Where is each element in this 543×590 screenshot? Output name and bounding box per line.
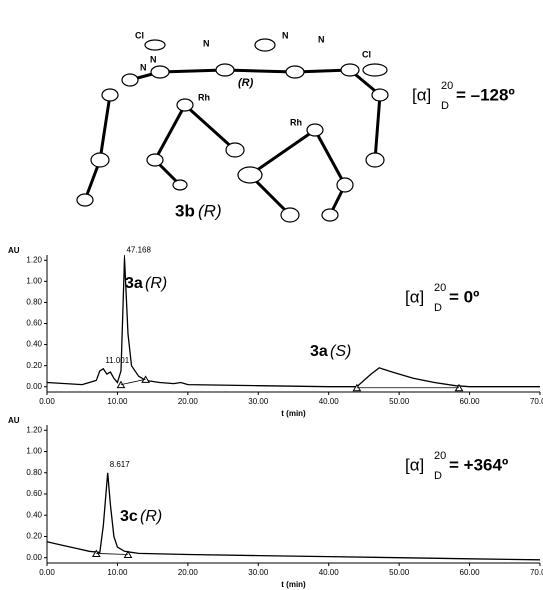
x-tick-label: 70.00 xyxy=(530,568,543,577)
y-axis-label: AU xyxy=(8,246,20,255)
y-tick-label: 0.00 xyxy=(26,553,42,562)
y-tick-label: 0.40 xyxy=(26,510,42,519)
rotation-symbol: [α] xyxy=(405,455,424,474)
y-tick-label: 0.40 xyxy=(26,340,42,349)
x-tick-label: 10.00 xyxy=(107,568,128,577)
x-tick-label: 20.00 xyxy=(178,397,199,406)
x-tick-label: 30.00 xyxy=(248,397,269,406)
atom-label: N xyxy=(318,34,325,44)
peak-config: (R) xyxy=(140,508,162,525)
rotation-symbol: [α] xyxy=(405,287,424,306)
rotation-value: = +364º xyxy=(449,455,508,474)
atom-label: Cl xyxy=(135,30,144,40)
y-axis-label: AU xyxy=(8,416,20,425)
rotation-value: = –128º xyxy=(456,85,515,104)
atom-label: N xyxy=(140,62,147,72)
y-tick-label: 1.00 xyxy=(26,447,42,456)
x-tick-label: 40.00 xyxy=(319,397,340,406)
x-tick-label: 0.00 xyxy=(39,568,55,577)
y-tick-label: 0.60 xyxy=(26,319,42,328)
rotation-symbol: [α] xyxy=(412,85,431,104)
x-axis-label: t (min) xyxy=(281,580,306,589)
figure: ClNNNNNClRhRh (R) 3b (R) [α] 20 D = –128… xyxy=(0,0,543,590)
x-tick-label: 50.00 xyxy=(389,568,410,577)
rotation-sub: D xyxy=(441,100,449,112)
atom-label: N xyxy=(150,54,157,64)
x-tick-label: 40.00 xyxy=(319,568,340,577)
peak-compound: 3a xyxy=(310,343,328,360)
atom-label: Rh xyxy=(290,117,302,127)
rotation-sub: D xyxy=(434,470,442,482)
y-tick-label: 1.20 xyxy=(26,255,42,264)
atom-label: Rh xyxy=(198,92,210,102)
peak-time-label: 8.617 xyxy=(110,460,131,469)
config-label: (R) xyxy=(198,201,222,220)
atom-label: N xyxy=(203,38,210,48)
y-tick-label: 0.00 xyxy=(26,382,42,391)
compound-label: 3b xyxy=(175,201,195,220)
y-tick-label: 1.00 xyxy=(26,276,42,285)
x-tick-label: 60.00 xyxy=(460,397,481,406)
atom-label: N xyxy=(282,30,289,40)
rotation-value: = 0º xyxy=(449,287,479,306)
chromatogram-trace xyxy=(47,258,540,387)
integration-baseline xyxy=(96,553,128,554)
stereo-label: (R) xyxy=(238,77,254,89)
x-tick-label: 0.00 xyxy=(39,397,55,406)
y-tick-label: 0.60 xyxy=(26,489,42,498)
y-tick-label: 0.80 xyxy=(26,468,42,477)
rotation-sub: D xyxy=(434,302,442,314)
peak-compound: 3a xyxy=(125,275,143,292)
x-axis-label: t (min) xyxy=(281,409,306,418)
atom-label: Cl xyxy=(362,49,371,59)
x-tick-label: 30.00 xyxy=(248,568,269,577)
y-tick-label: 0.80 xyxy=(26,298,42,307)
x-tick-label: 70.00 xyxy=(530,397,543,406)
y-tick-label: 0.20 xyxy=(26,532,42,541)
peak-time-label: 47.168 xyxy=(126,245,151,254)
x-tick-label: 20.00 xyxy=(178,568,199,577)
rotation-sup: 20 xyxy=(434,282,446,294)
x-tick-label: 60.00 xyxy=(460,568,481,577)
y-tick-label: 0.20 xyxy=(26,361,42,370)
rotation-sup: 20 xyxy=(441,80,453,92)
peak-config: (R) xyxy=(145,275,167,292)
rotation-sup: 20 xyxy=(434,450,446,462)
peak-compound: 3c xyxy=(120,508,138,525)
x-tick-label: 50.00 xyxy=(389,397,410,406)
peak-config: (S) xyxy=(330,343,351,360)
y-tick-label: 1.20 xyxy=(26,425,42,434)
peak-time-label: 11.001 xyxy=(105,356,129,365)
crystal-structure xyxy=(77,39,388,222)
x-tick-label: 10.00 xyxy=(107,397,128,406)
